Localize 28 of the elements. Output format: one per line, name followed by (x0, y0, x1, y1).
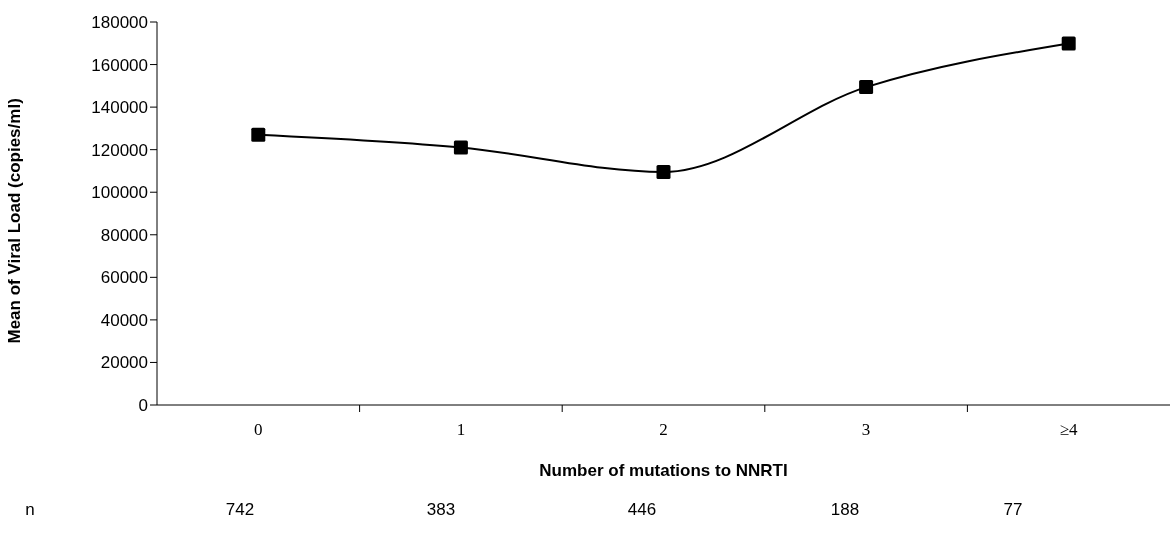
x-tick-label: 2 (659, 420, 668, 440)
y-tick-label: 40000 (100, 310, 148, 330)
text: 446 (626, 500, 658, 520)
text: 188 (829, 500, 861, 520)
y-tick-label: 0 (138, 396, 148, 416)
text: 742 (224, 500, 256, 520)
y-tick-label: 20000 (100, 353, 148, 373)
y-tick-label: 140000 (91, 98, 148, 118)
point (859, 80, 874, 95)
y-tick-label: 80000 (100, 225, 148, 245)
y-tick-label: 120000 (91, 140, 148, 160)
y-axis-title: Mean of Viral Load (copies/ml) (5, 98, 25, 344)
y-tick-label: 180000 (91, 13, 148, 33)
x-tick-label: 0 (254, 420, 263, 440)
text: 77 (1002, 500, 1024, 520)
y-tick-label: 160000 (91, 55, 148, 75)
point (1061, 36, 1076, 51)
point (453, 140, 468, 155)
text: n (24, 500, 36, 520)
point (656, 165, 671, 180)
x-tick-label: 1 (456, 420, 466, 440)
x-tick-label: 3 (861, 420, 871, 440)
y-tick-label: 100000 (91, 183, 148, 203)
text: 383 (425, 500, 457, 520)
point (251, 127, 266, 142)
x-axis-title: Number of mutations to NNRTI (539, 461, 788, 480)
x-tick-label: ≥4 (1059, 420, 1079, 440)
y-tick-label: 60000 (100, 268, 148, 288)
